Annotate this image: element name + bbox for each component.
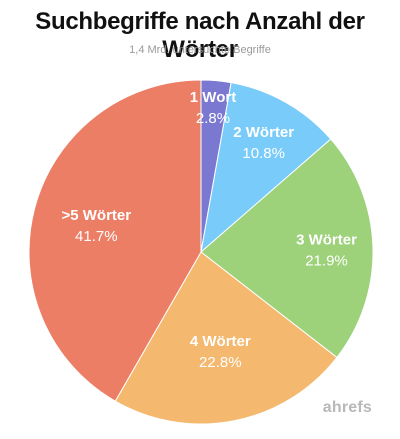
slice-value-2: 21.9% — [305, 253, 348, 270]
slice-value-1: 10.8% — [242, 145, 285, 162]
slice-label-1: 2 Wörter — [233, 124, 294, 141]
pie-slice-1 — [200, 82, 332, 254]
slice-value-0: 2.8% — [196, 110, 230, 127]
slice-value-4: 41.7% — [75, 228, 118, 245]
pie-slice-4 — [28, 79, 202, 402]
slice-label-4: >5 Wörter — [61, 207, 131, 224]
pie-slice-2 — [200, 138, 374, 359]
ahrefs-logo: ahrefs — [322, 399, 372, 416]
slice-label-0: 1 Wort — [190, 89, 236, 106]
slice-value-3: 22.8% — [199, 354, 242, 371]
chart-title: Suchbegriffe nach Anzahl der Wörter — [35, 8, 365, 63]
pie-slice-3 — [114, 251, 338, 425]
slice-label-2: 3 Wörter — [296, 232, 357, 249]
chart-subtitle: 1,4 Mrd. untersuchte Begriffe — [129, 44, 271, 56]
slice-label-3: 4 Wörter — [190, 333, 251, 350]
